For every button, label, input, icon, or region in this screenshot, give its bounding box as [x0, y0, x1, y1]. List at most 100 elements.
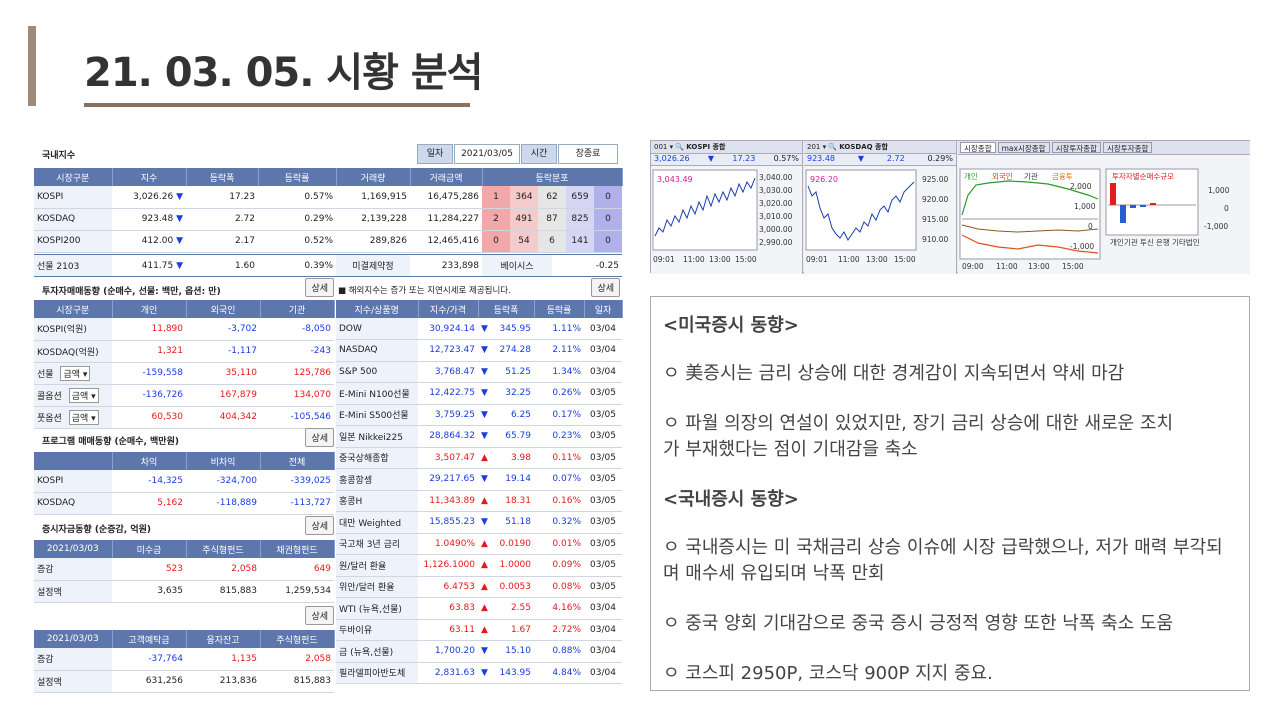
instrument-change: 274.28 — [490, 339, 534, 362]
instrument-change: 51.18 — [490, 511, 534, 534]
individual-line — [961, 180, 1099, 216]
y-tick: 1,000 — [1074, 202, 1096, 211]
col-header: 외국인 — [186, 300, 261, 318]
x-tick: 15:00 — [894, 255, 916, 264]
distribution-cell: 62 — [538, 186, 566, 209]
instrument-date: 03/05 — [584, 576, 622, 598]
unit-select[interactable]: 금액 ▾ — [68, 409, 99, 425]
tab-investor-summary[interactable]: 시장투자종합 — [1051, 142, 1101, 153]
col-header: 등락률 — [258, 168, 337, 186]
table-row: 위안/달러 환율 6.4753 ▲ 0.0053 0.08% 03/05 — [336, 576, 622, 598]
instrument-rate: 2.72% — [534, 619, 584, 641]
kr-bullet-3: ㅇ 코스피 2950P, 코스닥 900P 지지 중요. — [663, 663, 993, 684]
down-arrow-icon: ▼ — [478, 404, 490, 426]
table-row: 두바이유 63.11 ▲ 1.67 2.72% 03/04 — [336, 619, 622, 641]
up-arrow-icon: ▲ — [478, 533, 490, 555]
row-label: KOSDAQ — [37, 498, 76, 508]
distribution-cell: 141 — [566, 230, 594, 253]
y-tick: 0 — [1088, 222, 1093, 231]
instrument-price: 3,507.47 — [418, 447, 478, 469]
y-tick: 920.00 — [922, 195, 948, 204]
table-row: 증감 -37,764 1,135 2,058 — [34, 648, 334, 671]
y-tick: 2,990.00 — [759, 238, 793, 247]
instrument-name: 필라델피아반도체 — [336, 662, 418, 684]
row-label: KOSPI — [37, 475, 64, 486]
y-tick: 2,000 — [1070, 182, 1092, 191]
unit-select-value: 금액 — [71, 413, 89, 424]
distribution-cell: 0 — [594, 230, 622, 253]
investor-detail-button[interactable]: 상세 — [305, 278, 334, 297]
legend-foreign: 외국인 — [992, 171, 1013, 181]
value-cell: 5,162 — [112, 492, 186, 515]
instrument-price: 63.11 — [418, 619, 478, 641]
table-row: 증감 523 2,058 649 — [34, 558, 334, 581]
chart-strip: 001 ▾ 🔍 KOSPI 종합 3,026.26 ▼ 17.23 0.57% … — [650, 140, 1250, 274]
tab-max-summary[interactable]: max시장종합 — [997, 142, 1050, 153]
unit-select[interactable]: 금액 ▾ — [60, 365, 91, 381]
up-arrow-icon: ▲ — [478, 619, 490, 641]
value-cell: 1,259,534 — [260, 580, 334, 603]
instrument-price: 2,831.63 — [418, 662, 478, 684]
funds-detail-button-2[interactable]: 상세 — [305, 606, 334, 625]
funds-title: 증시자금동향 (순증감, 억원) — [42, 525, 151, 535]
y-tick: -1,000 — [1070, 242, 1094, 251]
kosdaq-intraday-chart: 926.20 925.00 920.00 915.00 910.00 09:01… — [805, 169, 948, 264]
instrument-date: 03/05 — [584, 533, 622, 555]
instrument-change: 2.55 — [490, 597, 534, 620]
kospi-chart-rate: 0.57% — [773, 154, 799, 163]
instrument-date: 03/05 — [584, 382, 622, 405]
value-cell: -243 — [260, 340, 334, 363]
funds-detail-button[interactable]: 상세 — [305, 516, 334, 535]
instrument-price: 28,864.32 — [418, 425, 478, 448]
row-label: 증감 — [37, 565, 54, 576]
program-detail-button[interactable]: 상세 — [305, 428, 334, 447]
kosdaq-chart-change: 2.72 — [886, 154, 905, 163]
instrument-rate: 0.07% — [534, 468, 584, 491]
instrument-name: WTI (뉴욕,선물) — [336, 597, 418, 620]
table-row: DOW 30,924.14 ▼ 345.95 1.11% 03/04 — [336, 318, 622, 340]
instrument-price: 29,217.65 — [418, 468, 478, 491]
instrument-price: 30,924.14 — [418, 318, 478, 340]
instrument-name: 두바이유 — [336, 619, 418, 641]
instrument-change: 0.0190 — [490, 533, 534, 555]
market-commentary: <미국증시 동향> ㅇ 美증시는 금리 상승에 대한 경계감이 지속되면서 약세… — [650, 296, 1250, 691]
col-header: 지수/상품명 — [336, 300, 419, 318]
instrument-rate: 0.09% — [534, 554, 584, 577]
instrument-rate: 0.17% — [534, 404, 584, 426]
instrument-change: 51.25 — [490, 361, 534, 383]
instrument-price: 1,126.1000 — [418, 554, 478, 577]
overseas-note: ■ 해외지수는 증가 또는 지연시세로 제공됩니다. — [338, 286, 511, 296]
x-tick: 15:00 — [1062, 262, 1084, 271]
instrument-rate: 0.08% — [534, 576, 584, 598]
unit-select[interactable]: 금액 ▾ — [68, 387, 99, 403]
table-row: 선물 금액 ▾ -159,558 35,110 125,786 — [34, 362, 334, 385]
kosdaq-code: 201 — [807, 143, 821, 151]
y-tick: 925.00 — [922, 175, 948, 184]
x-tick: 15:00 — [735, 255, 757, 264]
futures-change: 1.60 — [234, 260, 255, 271]
instrument-rate: 0.26% — [534, 382, 584, 405]
instrument-rate: 2.11% — [534, 339, 584, 362]
bar-plot-area — [1105, 168, 1199, 236]
instrument-date: 03/05 — [584, 554, 622, 577]
value-cell: 167,879 — [186, 384, 260, 407]
up-arrow-icon: ▲ — [478, 447, 490, 469]
x-tick: 기관 — [1124, 237, 1138, 247]
distribution-cell: 0 — [594, 208, 622, 231]
tab-investor-summary-2[interactable]: 시장투자종합 — [1102, 142, 1153, 153]
overseas-detail-button[interactable]: 상세 — [591, 278, 620, 297]
x-tick: 기타법인 — [1172, 237, 1200, 247]
market-data-panel: 국내지수 일자 2021/03/05 시간 장종료 시장구분 지수 등락폭 등락률 거래… — [34, 138, 623, 694]
y-tick: 3,000.00 — [759, 225, 793, 234]
tab-market-summary[interactable]: 시장종합 — [960, 142, 996, 153]
col-header: 주식형펀드 — [260, 630, 335, 648]
value-cell: -3,702 — [186, 318, 260, 341]
index-change: 17.23 — [186, 186, 258, 209]
down-arrow-icon: ▼ — [707, 154, 715, 163]
col-header: 차익 — [112, 452, 187, 470]
instrument-price: 3,759.25 — [418, 404, 478, 426]
investor-table: 시장구분 개인 외국인 기관 KOSPI(억원) 11,890 -3,702 -8,050 K… — [34, 300, 335, 429]
table-row: 홍콩항셍 29,217.65 ▼ 19.14 0.07% 03/05 — [336, 468, 622, 491]
page-title: 21. 03. 05. 시황 분석 — [84, 50, 483, 96]
table-row: KOSPI -14,325 -324,700 -339,025 — [34, 470, 334, 493]
